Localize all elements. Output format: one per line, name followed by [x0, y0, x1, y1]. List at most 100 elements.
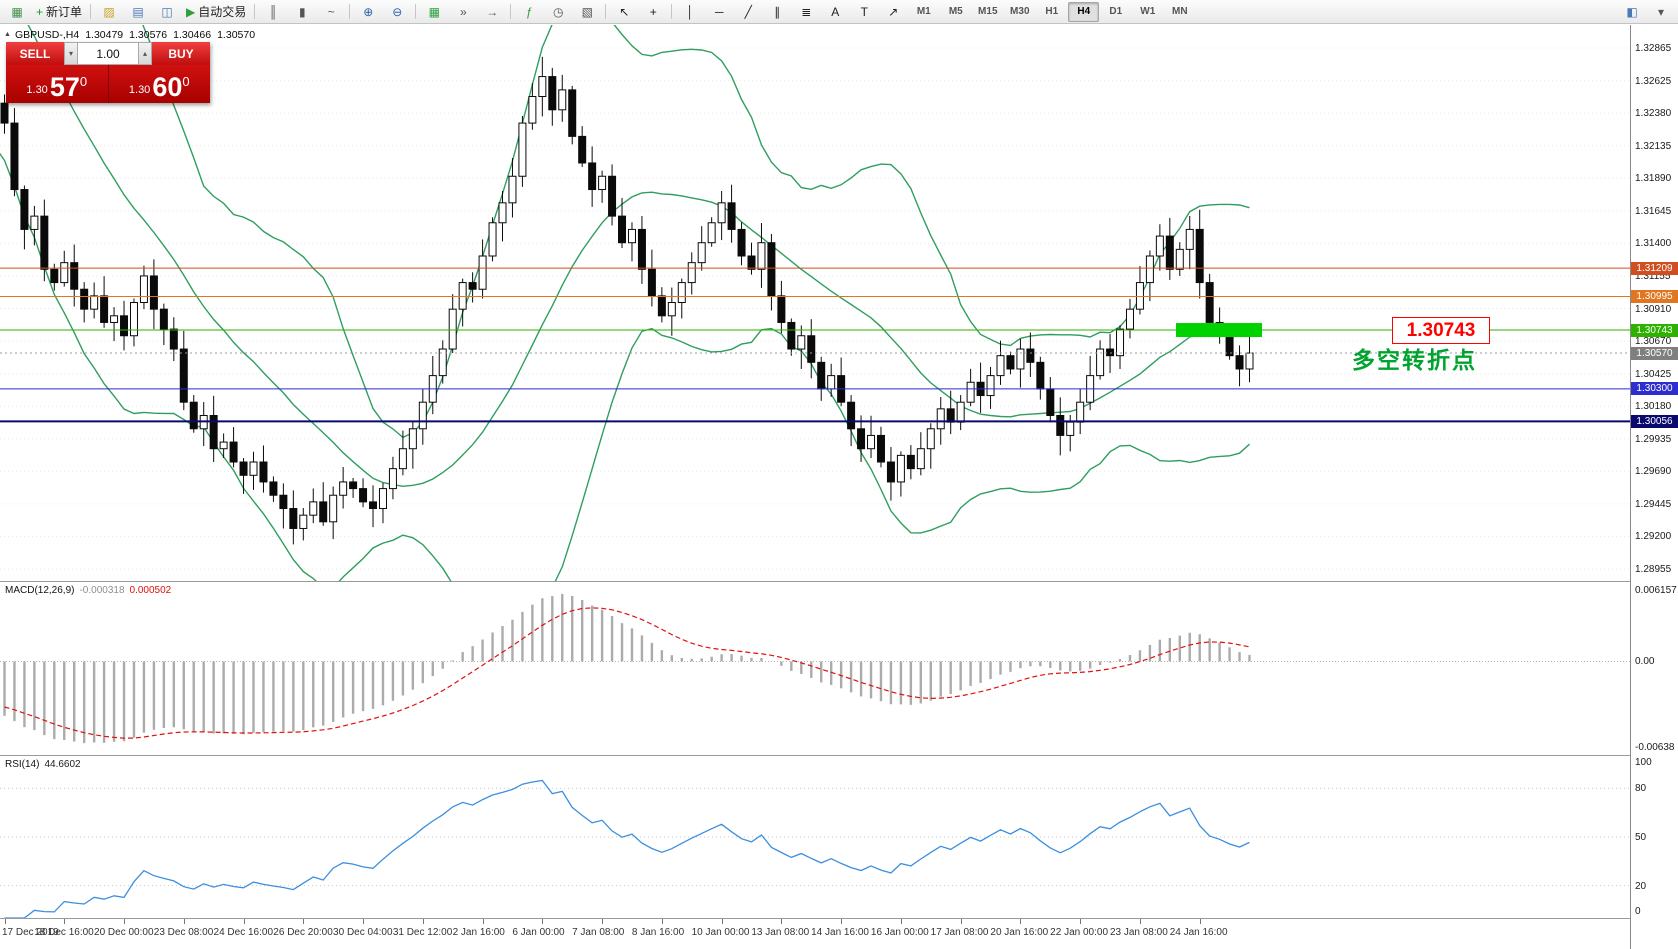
candlestick-chart-icon[interactable]: ▮: [288, 1, 316, 23]
profiles-icon-glyph: ▨: [103, 4, 115, 19]
time-tick: [64, 919, 66, 924]
toolbar-right-buttons: ◧ ▾: [1618, 1, 1675, 23]
auto-scroll-icon[interactable]: »: [449, 1, 477, 23]
volume-decrease-button[interactable]: ▾: [64, 42, 78, 65]
new-order-button[interactable]: + 新订单: [32, 1, 86, 23]
bollinger-bands: [0, 25, 1250, 581]
time-tick: [1020, 919, 1022, 924]
text-label-icon[interactable]: T: [850, 1, 878, 23]
time-tick: [183, 919, 185, 924]
arrows-icon[interactable]: ↗: [879, 1, 907, 23]
timeframe-h1[interactable]: H1: [1045, 6, 1059, 17]
indicators-icon[interactable]: ƒ: [515, 1, 543, 23]
time-axis-label: 2 Jan 16:00: [452, 927, 505, 938]
collapse-chart-icon[interactable]: ▲: [4, 31, 11, 38]
panel-separator[interactable]: [0, 581, 1678, 582]
crosshair-icon[interactable]: +: [639, 1, 667, 23]
time-axis-label: 16 Jan 00:00: [870, 927, 929, 938]
timeframe-buttons: M1 M5 M15 M30 H1 H4 D1 W1 MN: [908, 1, 1195, 22]
time-axis-label: 30 Dec 04:00: [333, 927, 393, 938]
fibonacci-icon[interactable]: ≣: [792, 1, 820, 23]
equidistant-channel-icon[interactable]: ∥: [763, 1, 791, 23]
level-lines[interactable]: [0, 267, 1630, 423]
bar-chart-icon[interactable]: ║: [259, 1, 287, 23]
rsi-axis-0: 0: [1635, 906, 1641, 917]
autotrading-button[interactable]: ▶ 自动交易: [182, 1, 250, 23]
trendline-icon[interactable]: ╱: [734, 1, 762, 23]
zoom-in-icon[interactable]: ⊕: [354, 1, 382, 23]
timeframe-m1[interactable]: M1: [916, 6, 931, 17]
timeframe-m15[interactable]: M15: [978, 6, 998, 17]
new-chart-icon[interactable]: ◧: [1618, 1, 1646, 23]
green-highlight-marker[interactable]: [1176, 323, 1262, 338]
terminal-icon[interactable]: ◫: [153, 1, 181, 23]
timeframe-h4[interactable]: H4: [1068, 1, 1100, 22]
rsi-label: RSI(14): [5, 759, 40, 770]
text-icon-glyph: A: [831, 4, 840, 19]
time-axis-label: 13 Jan 08:00: [751, 927, 810, 938]
app-icon[interactable]: ▦: [3, 1, 31, 23]
periods-icon[interactable]: ◷: [544, 1, 572, 23]
volume-input[interactable]: 1.00: [78, 42, 138, 65]
text-icon[interactable]: A: [821, 1, 849, 23]
volume-increase-button[interactable]: ▴: [138, 42, 152, 65]
timeframe-w1[interactable]: W1: [1140, 6, 1156, 17]
rsi-line: [4, 779, 1250, 918]
symbol-title: GBPUSD-,H4: [15, 29, 80, 41]
toolbar-separator: [510, 4, 512, 19]
rsi-axis-20: 20: [1635, 880, 1647, 892]
time-axis-label: 17 Dec 2019: [2, 927, 59, 938]
time-tick: [1199, 919, 1201, 924]
toolbar-separator: [254, 4, 256, 19]
cursor-icon-glyph: ↖: [619, 4, 630, 19]
price-axis-label: 1.30180: [1635, 401, 1672, 413]
horizontal-line-icon[interactable]: ─: [705, 1, 733, 23]
time-tick: [721, 919, 723, 924]
price-axis-label: 1.32380: [1635, 108, 1672, 120]
line-chart-icon[interactable]: ~: [317, 1, 345, 23]
chart-shift-icon[interactable]: →: [478, 1, 506, 23]
macd-main-value: -0.000318: [79, 585, 125, 596]
vertical-line-icon[interactable]: │: [676, 1, 704, 23]
price-axis[interactable]: 1.32865 1.32625 1.32380 1.32135 1.31890 1.316…: [1630, 25, 1678, 949]
buy-price[interactable]: 1.30 60 0: [109, 65, 211, 103]
sell-button[interactable]: SELL: [6, 42, 64, 65]
time-tick: [1139, 919, 1141, 924]
zoom-out-icon-glyph: ⊖: [392, 4, 403, 19]
timeframe-d1[interactable]: D1: [1109, 6, 1123, 17]
ohlc-close: 1.30570: [217, 29, 256, 41]
time-tick: [841, 919, 843, 924]
candles[interactable]: [0, 56, 1254, 545]
macd-panel-canvas[interactable]: [0, 582, 1630, 755]
window-menu-icon[interactable]: ▾: [1647, 1, 1675, 23]
time-axis[interactable]: 17 Dec 2019 18 Dec 16:00 20 Dec 00:00 23 De…: [0, 919, 1630, 949]
market-watch-icon[interactable]: ▤: [124, 1, 152, 23]
bar-chart-icon-glyph: ║: [269, 4, 278, 19]
price-axis-label: 1.31400: [1635, 238, 1672, 250]
cursor-icon[interactable]: ↖: [610, 1, 638, 23]
templates-icon[interactable]: ▧: [573, 1, 601, 23]
sell-price[interactable]: 1.30 57 0: [6, 65, 108, 103]
equidistant-channel-icon-glyph: ∥: [774, 4, 781, 19]
rsi-panel-canvas[interactable]: [0, 756, 1630, 918]
timeframe-m30[interactable]: M30: [1010, 6, 1030, 17]
tile-windows-icon[interactable]: ▦: [420, 1, 448, 23]
panel-separator[interactable]: [0, 755, 1678, 756]
grid: [0, 47, 1630, 570]
main-chart-canvas[interactable]: [0, 25, 1630, 581]
buy-price-small: 1.30: [128, 84, 151, 96]
price-callout[interactable]: 1.30743: [1392, 317, 1490, 344]
time-axis-label: 22 Jan 00:00: [1050, 927, 1108, 938]
timeframe-m5[interactable]: M5: [948, 6, 963, 17]
buy-button[interactable]: BUY: [152, 42, 210, 65]
price-axis-label: 1.32625: [1635, 75, 1672, 87]
rsi-value: 44.6602: [44, 759, 81, 770]
price-axis-label: 1.30910: [1635, 303, 1672, 315]
turning-point-note[interactable]: 多空转折点: [1352, 347, 1477, 373]
time-axis-label: 31 Dec 12:00: [392, 927, 453, 938]
price-axis-label: 1.29690: [1635, 466, 1672, 478]
profiles-icon[interactable]: ▨: [95, 1, 123, 23]
ohlc-open: 1.30479: [85, 29, 124, 41]
timeframe-mn[interactable]: MN: [1172, 6, 1188, 17]
zoom-out-icon[interactable]: ⊖: [383, 1, 411, 23]
